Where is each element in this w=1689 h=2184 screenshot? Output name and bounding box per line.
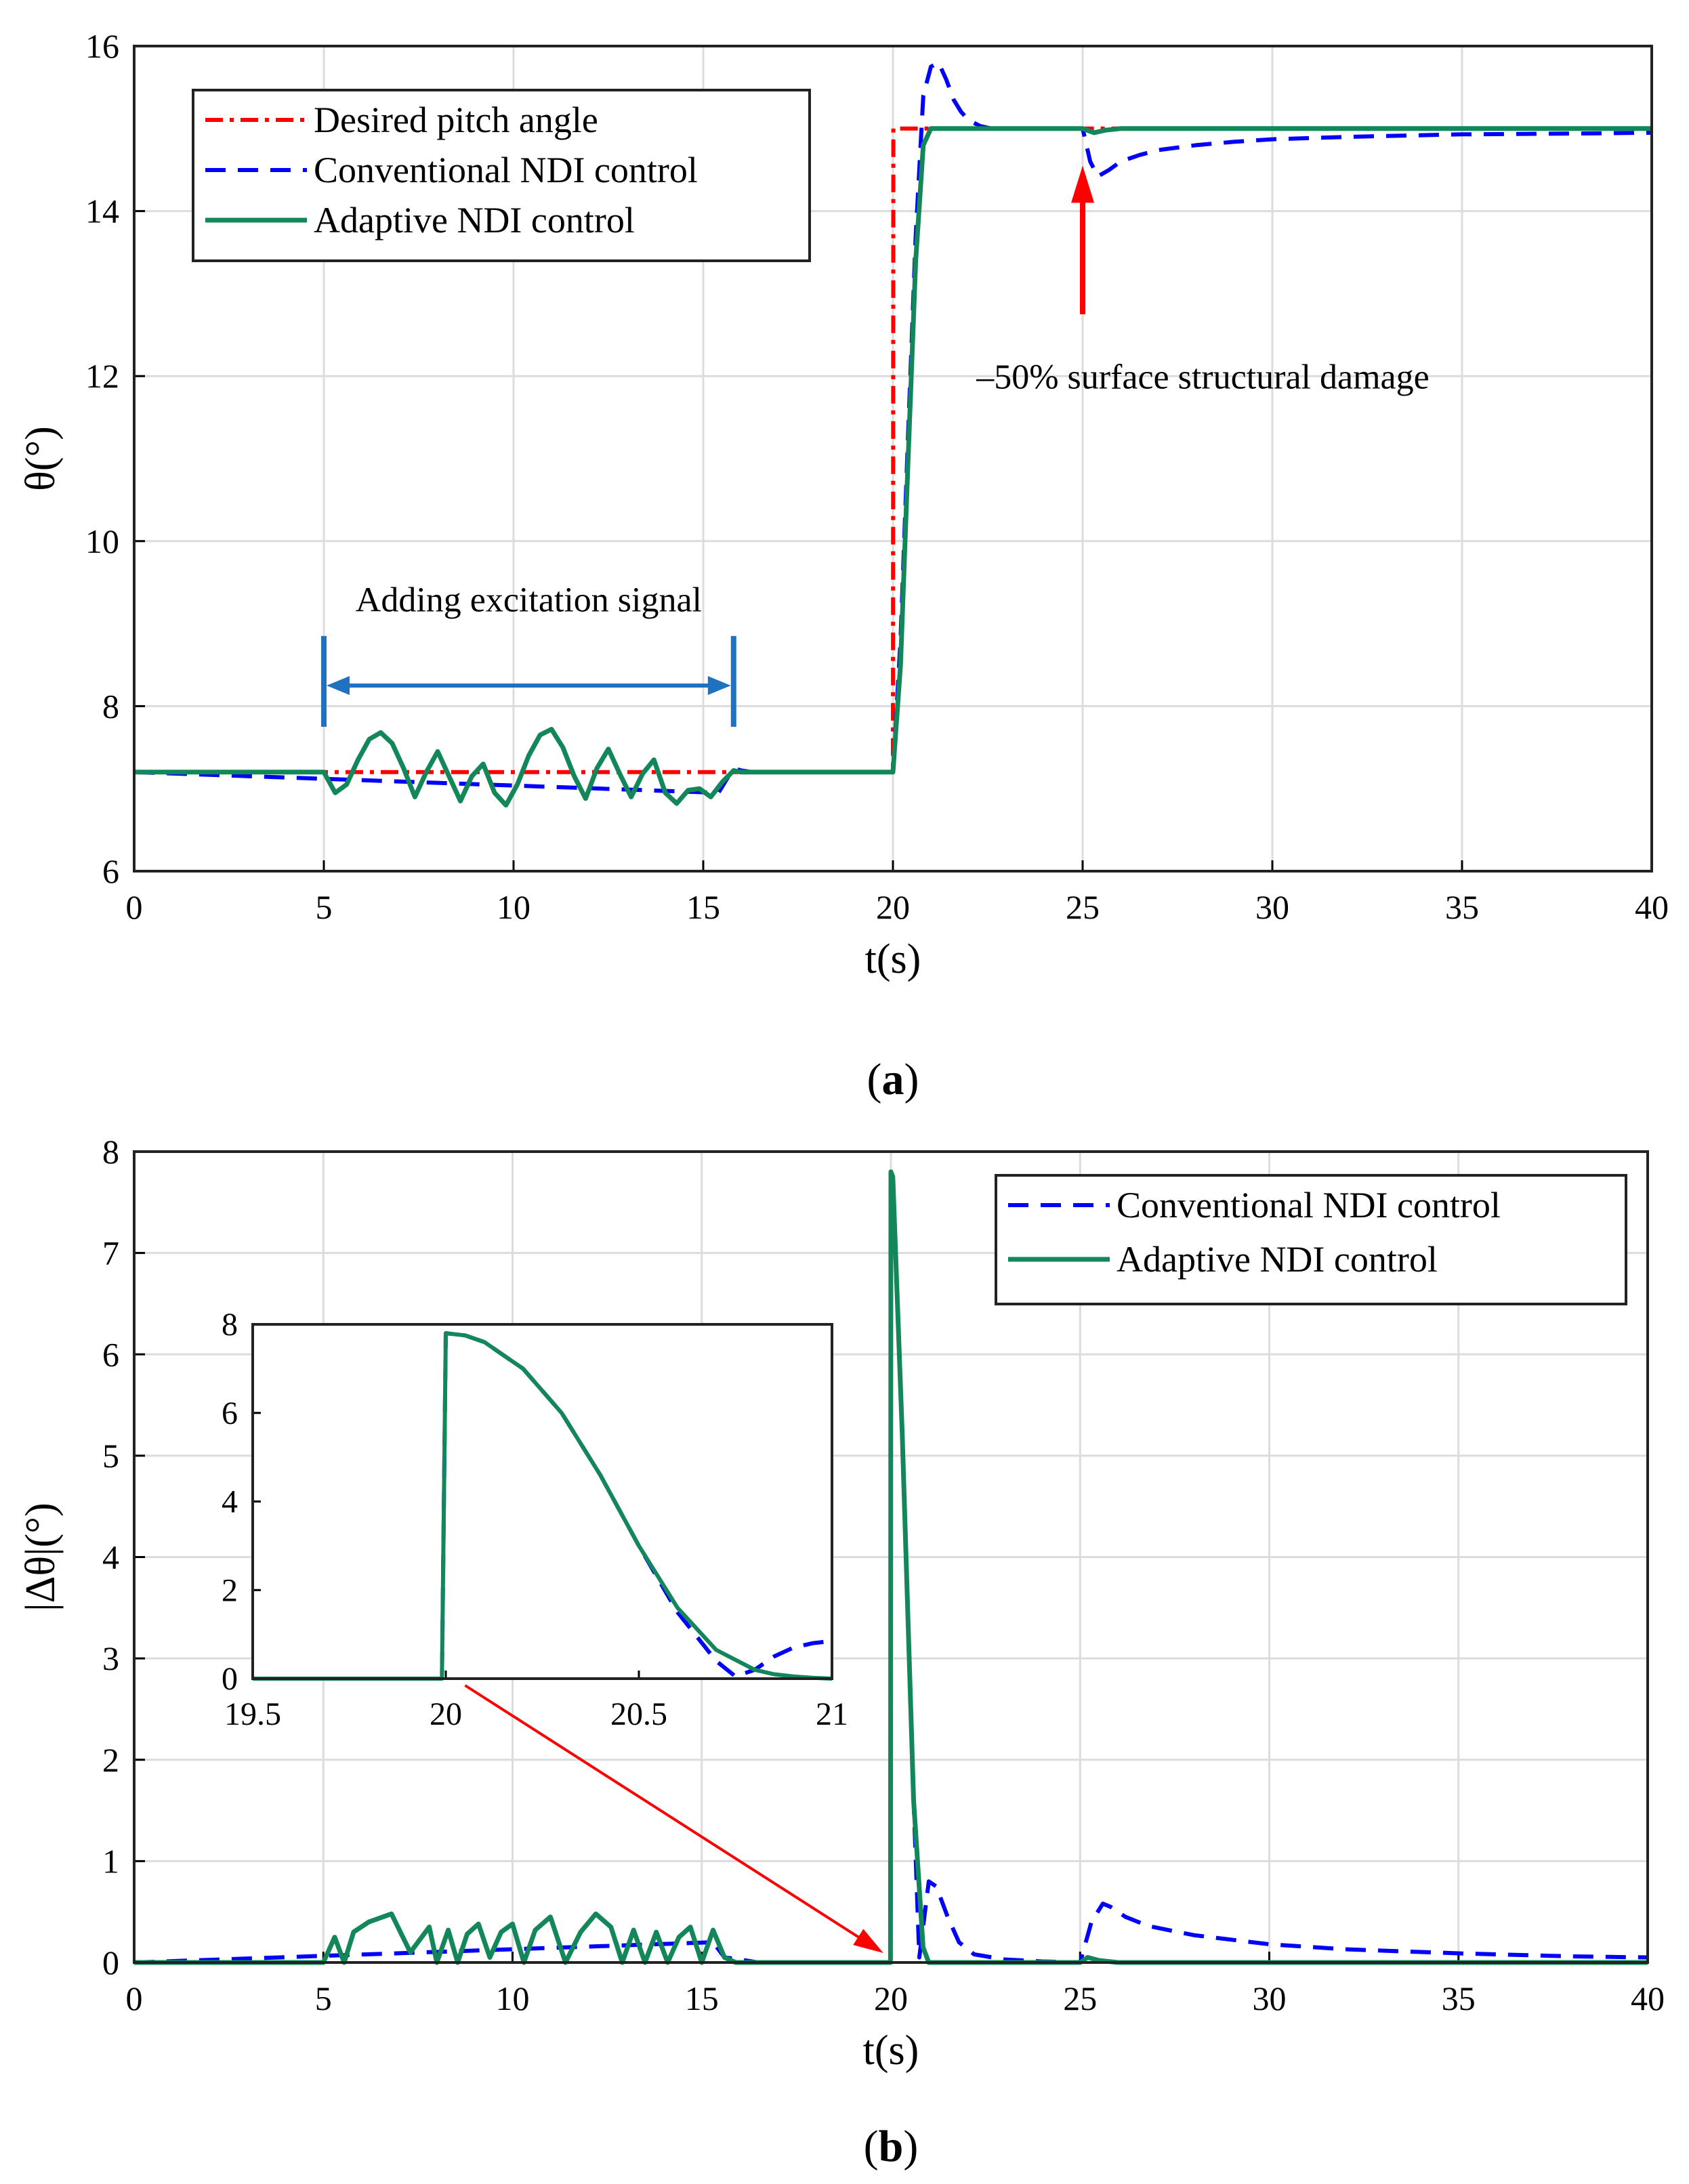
panel-caption: (b)	[864, 2122, 919, 2171]
series-line-adaptive-ndi-control	[134, 1169, 1648, 1965]
y-tick-label: 3	[102, 1639, 119, 1677]
y-tick-label: 6	[102, 1335, 119, 1373]
y-tick-label: 6	[102, 852, 119, 890]
excitation-arrowhead-left	[327, 675, 350, 695]
legend-label: Adaptive NDI control	[314, 200, 635, 240]
x-tick-label: 5	[315, 1979, 332, 2017]
damage-arrowhead	[1071, 165, 1094, 203]
x-tick-label: 10	[496, 1979, 530, 2017]
legend-label: Conventional NDI control	[1117, 1185, 1501, 1225]
x-tick-label: 10	[497, 888, 530, 926]
y-tick-label: 16	[85, 27, 119, 65]
x-axis-label: t(s)	[865, 936, 921, 982]
x-tick-label: 15	[686, 888, 720, 926]
y-tick-label: 0	[102, 1944, 119, 1981]
x-tick-label: 0	[126, 888, 143, 926]
x-axis-label: t(s)	[863, 2028, 919, 2074]
x-tick-label: 5	[316, 888, 333, 926]
y-axis-label: |Δθ|(°)	[18, 1503, 64, 1611]
caption-letter: a	[882, 1055, 904, 1104]
series-line-adaptive-ndi-control	[134, 126, 1652, 808]
legend: Desired pitch angle Conventional NDI cont…	[192, 89, 811, 262]
inset-series-line-conventional-ndi-control	[253, 1331, 833, 1681]
caption-letter: b	[879, 2122, 904, 2171]
caption-open: (	[864, 2122, 879, 2171]
x-tick-label: 15	[685, 1979, 719, 2017]
legend-label: Adaptive NDI control	[1117, 1239, 1438, 1280]
panel-caption: (a)	[867, 1055, 919, 1104]
x-tick-label: 0	[126, 1979, 143, 2017]
x-tick-label: 40	[1631, 1979, 1665, 2017]
inset-y-tick-label: 2	[222, 1572, 238, 1608]
excitation-arrowhead-right	[707, 675, 731, 695]
inset-plot-area	[253, 1324, 832, 1679]
x-tick-label: 30	[1253, 1979, 1287, 2017]
inset-x-tick-label: 20.5	[610, 1696, 667, 1732]
x-tick-label: 20	[876, 888, 910, 926]
inset-frame	[251, 1323, 833, 1680]
y-tick-label: 1	[102, 1842, 119, 1880]
y-tick-label: 4	[102, 1538, 119, 1576]
inset-y-tick-label: 0	[222, 1661, 238, 1697]
inset-series-line-adaptive-ndi-control	[253, 1331, 833, 1681]
inset-y-tick-label: 8	[222, 1307, 238, 1343]
x-tick-label: 35	[1445, 888, 1479, 926]
x-tick-label: 20	[874, 1979, 908, 2017]
legend-box	[995, 1174, 1627, 1305]
inset-x-tick-label: 19.5	[224, 1696, 281, 1732]
inset-x-tick-label: 21	[816, 1696, 848, 1732]
legend: Conventional NDI control Adaptive NDI con…	[995, 1174, 1627, 1305]
y-tick-label: 14	[85, 192, 119, 230]
legend-label: Conventional NDI control	[314, 150, 698, 190]
x-tick-label: 25	[1063, 1979, 1097, 2017]
y-tick-label: 5	[102, 1437, 119, 1475]
excitation-label: Adding excitation signal	[356, 581, 702, 619]
caption-close: )	[903, 2122, 918, 2171]
zoom-pointer-line	[464, 1684, 859, 1938]
panel-b: 0 5 10 15 20 25 30 35 40012345678t(s)|Δθ|(°)(b)C…	[18, 1133, 1665, 2171]
x-tick-label: 30	[1255, 888, 1289, 926]
y-tick-label: 8	[102, 687, 119, 725]
zoom-pointer-arrowhead	[853, 1929, 883, 1953]
y-tick-label: 8	[102, 1133, 119, 1171]
plot-frame	[133, 1150, 1649, 1964]
x-tick-label: 25	[1066, 888, 1100, 926]
legend-box	[192, 89, 811, 262]
caption-close: )	[904, 1055, 919, 1104]
caption-open: (	[867, 1055, 882, 1104]
x-tick-label: 40	[1635, 888, 1669, 926]
y-tick-label: 2	[102, 1741, 119, 1779]
inset-y-tick-label: 6	[222, 1395, 238, 1431]
y-tick-label: 7	[102, 1234, 119, 1272]
y-tick-label: 10	[85, 522, 119, 560]
inset-x-tick-label: 20	[430, 1696, 462, 1732]
series-line-desired-pitch-angle	[134, 126, 1652, 774]
panel-a: 0 5 10 15 20 25 30 35 40 6 8 10 12 14 16 t(s) θ(°) (a) Des…	[18, 27, 1669, 1104]
inset-y-tick-label: 4	[222, 1484, 238, 1520]
legend-label: Desired pitch angle	[314, 100, 598, 140]
damage-label: –50% surface structural damage	[976, 358, 1429, 396]
x-tick-label: 35	[1442, 1979, 1476, 2017]
y-tick-label: 12	[85, 357, 119, 395]
inset-chart: 19.5 20 20.5 21 0 2 4 6 8	[222, 1307, 848, 1732]
plot-frame	[133, 45, 1653, 873]
y-axis-label: θ(°)	[18, 426, 64, 491]
